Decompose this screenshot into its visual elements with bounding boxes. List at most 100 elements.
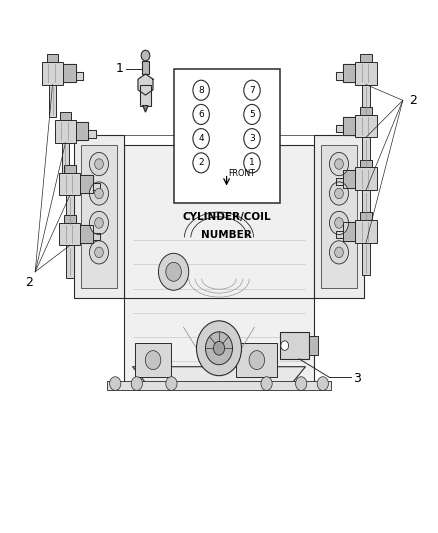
Circle shape	[141, 50, 150, 61]
Circle shape	[296, 377, 307, 391]
Text: 2: 2	[409, 94, 417, 107]
Circle shape	[193, 80, 209, 100]
Polygon shape	[336, 125, 343, 132]
Polygon shape	[88, 131, 96, 138]
Polygon shape	[343, 169, 355, 188]
Bar	[362, 190, 370, 223]
Circle shape	[335, 247, 343, 257]
Bar	[355, 62, 377, 85]
Circle shape	[197, 321, 241, 376]
Polygon shape	[343, 117, 355, 135]
Polygon shape	[343, 222, 355, 240]
Bar	[74, 135, 124, 298]
Circle shape	[89, 182, 109, 205]
Text: 4: 4	[198, 134, 204, 143]
Bar	[66, 245, 74, 278]
Bar	[360, 107, 372, 115]
Circle shape	[335, 217, 343, 228]
Circle shape	[329, 182, 349, 205]
Circle shape	[335, 188, 343, 199]
Polygon shape	[76, 122, 88, 140]
Text: 7: 7	[249, 86, 255, 95]
Circle shape	[166, 262, 181, 281]
Bar	[42, 62, 63, 85]
Polygon shape	[75, 72, 83, 79]
Circle shape	[95, 247, 103, 257]
Bar	[360, 54, 372, 62]
Text: CYLINDER/COIL: CYLINDER/COIL	[182, 212, 271, 222]
Circle shape	[95, 188, 103, 199]
Bar	[142, 61, 148, 74]
Text: 2: 2	[25, 276, 33, 289]
Circle shape	[213, 342, 225, 355]
Bar	[360, 212, 372, 220]
Bar	[134, 343, 171, 377]
Bar	[355, 115, 377, 138]
Circle shape	[166, 377, 177, 391]
Text: 1: 1	[116, 62, 124, 75]
Circle shape	[110, 377, 121, 391]
Polygon shape	[133, 367, 305, 388]
Text: NUMBER: NUMBER	[201, 230, 252, 239]
Circle shape	[131, 377, 142, 391]
Polygon shape	[343, 64, 355, 82]
Bar	[59, 173, 81, 195]
Circle shape	[335, 159, 343, 169]
Circle shape	[89, 241, 109, 264]
Circle shape	[329, 241, 349, 264]
Polygon shape	[138, 74, 153, 95]
Text: 5: 5	[249, 110, 255, 119]
Circle shape	[281, 341, 289, 350]
Circle shape	[193, 153, 209, 173]
Text: 2: 2	[198, 158, 204, 167]
Bar	[362, 138, 370, 170]
Circle shape	[317, 377, 328, 391]
Polygon shape	[93, 183, 100, 190]
Bar	[362, 243, 370, 276]
Circle shape	[244, 128, 260, 149]
Text: 8: 8	[198, 86, 204, 95]
Polygon shape	[336, 72, 343, 79]
Circle shape	[244, 80, 260, 100]
Circle shape	[95, 217, 103, 228]
Polygon shape	[63, 64, 75, 82]
Circle shape	[249, 351, 265, 369]
Circle shape	[205, 332, 233, 365]
Polygon shape	[143, 106, 148, 112]
Polygon shape	[93, 233, 100, 240]
Bar	[106, 381, 332, 391]
Bar	[355, 167, 377, 190]
Text: 1: 1	[249, 158, 255, 167]
Polygon shape	[336, 231, 343, 238]
Bar	[140, 85, 151, 106]
Circle shape	[89, 211, 109, 235]
Circle shape	[261, 377, 272, 391]
Circle shape	[193, 128, 209, 149]
Circle shape	[159, 253, 189, 290]
Bar	[64, 215, 76, 223]
Bar	[74, 90, 362, 406]
Circle shape	[145, 351, 161, 369]
Text: 6: 6	[198, 110, 204, 119]
Bar	[59, 223, 81, 245]
Bar	[314, 135, 364, 298]
Bar	[55, 120, 76, 142]
Bar	[81, 145, 117, 288]
Circle shape	[329, 152, 349, 176]
Circle shape	[95, 159, 103, 169]
Circle shape	[329, 211, 349, 235]
Bar	[362, 85, 370, 117]
Bar	[64, 165, 76, 173]
Text: 3: 3	[353, 372, 361, 385]
Bar	[60, 112, 71, 120]
Bar	[46, 54, 58, 62]
Bar	[321, 145, 357, 288]
Bar	[279, 333, 309, 359]
Polygon shape	[81, 175, 93, 193]
FancyBboxPatch shape	[173, 69, 279, 203]
Polygon shape	[336, 178, 343, 185]
Bar	[236, 343, 277, 377]
Text: 3: 3	[249, 134, 255, 143]
Circle shape	[244, 153, 260, 173]
Bar	[66, 195, 74, 228]
